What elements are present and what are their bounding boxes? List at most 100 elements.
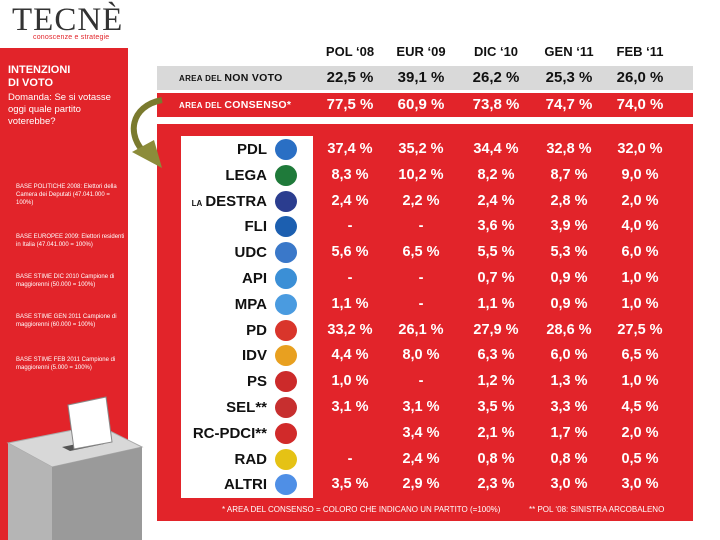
party-logo-icon [275, 164, 297, 186]
party-value: 2,3 % [477, 476, 515, 493]
party-value: 3,0 % [621, 476, 659, 493]
party-value: - [418, 295, 424, 312]
summary-value: 26,2 % [472, 69, 520, 86]
section-title-line2: DI VOTO [8, 77, 54, 89]
summary-label-prefix: AREA DEL [179, 74, 222, 83]
summary-value: 74,7 % [545, 96, 593, 113]
party-value: 1,0 % [621, 373, 659, 390]
party-value: 2,0 % [621, 424, 659, 441]
party-row: FLI [181, 214, 313, 240]
party-value: 5,5 % [477, 244, 515, 261]
party-row: LA DESTRA [181, 189, 313, 215]
party-name: PS [244, 373, 267, 390]
party-value: 2,9 % [402, 476, 440, 493]
party-value: 3,6 % [477, 218, 515, 235]
party-logo-icon [275, 242, 297, 264]
base-note-eur09: BASE EUROPEE 2009: Elettori residenti in… [16, 234, 125, 248]
party-value: - [347, 270, 353, 286]
base-note-dic10: BASE STIME DIC 2010 Campione di maggiore… [16, 274, 115, 288]
party-value: - [347, 218, 353, 235]
party-value: 28,6 % [546, 321, 592, 338]
party-value: 35,2 % [398, 141, 444, 157]
party-value: 2,4 % [402, 450, 440, 467]
party-logo-icon [275, 216, 297, 238]
party-value: 6,5 % [621, 347, 659, 364]
logo-tagline: conoscenze e strategie [33, 34, 110, 41]
party-name: IDV [239, 347, 267, 364]
party-value: - [418, 218, 424, 235]
party-value: 5,3 % [550, 244, 588, 261]
party-name-label: RC-PDCI** [192, 424, 267, 442]
party-value: - [418, 270, 424, 286]
footnote-consenso: * AREA DEL CONSENSO = COLORO CHE INDICAN… [222, 505, 501, 514]
party-row: API [181, 266, 313, 292]
party-value: 4,4 % [331, 347, 369, 364]
party-value: 4,5 % [621, 399, 659, 415]
party-value: 1,1 % [331, 295, 369, 312]
summary-value: 74,0 % [616, 96, 664, 113]
party-value: 3,5 % [331, 476, 369, 493]
party-row: PS [181, 369, 313, 395]
summary-value: 26,0 % [616, 69, 664, 86]
party-value: 8,7 % [550, 166, 588, 183]
party-logo-icon [275, 448, 297, 470]
logo-text: TECNÈ [12, 2, 124, 38]
party-logo-icon [275, 397, 297, 418]
party-name: MPA [232, 296, 267, 313]
curved-arrow-icon [130, 97, 163, 168]
party-row: RAD [181, 447, 313, 473]
party-name: LA DESTRA [192, 193, 267, 210]
party-name-label: LEGA [225, 166, 267, 184]
party-logo-icon [275, 319, 297, 341]
party-logo-icon [275, 190, 297, 212]
party-value: 6,5 % [402, 244, 440, 261]
party-value: 1,2 % [477, 373, 515, 390]
party-name-label: MPA [234, 295, 267, 313]
party-name: RAD [232, 451, 268, 468]
party-value: 1,7 % [550, 424, 588, 441]
party-name-label: FLI [244, 218, 268, 236]
summary-value: 39,1 % [397, 69, 445, 86]
party-name: RC-PDCI** [190, 425, 267, 442]
party-logo-icon [275, 371, 297, 393]
party-name: PDL [234, 141, 267, 158]
party-value: 8,3 % [331, 166, 369, 183]
party-name-label: IDV [241, 347, 267, 365]
party-value: 3,0 % [550, 476, 588, 493]
party-value: 0,9 % [550, 295, 588, 312]
party-value: - [418, 373, 424, 390]
summary-row-consenso: AREA DEL CONSENSO* 77,5 % 60,9 % 73,8 % … [157, 93, 693, 117]
party-value: 2,8 % [550, 192, 588, 209]
party-name-label: API [241, 270, 267, 287]
party-value: 3,9 % [550, 218, 588, 235]
party-name: PD [243, 322, 267, 339]
party-name-prefix: LA [191, 198, 203, 208]
party-value: 3,3 % [550, 399, 588, 415]
party-row: LEGA [181, 163, 313, 189]
party-name-label: RAD [234, 450, 268, 468]
party-value: 2,1 % [477, 424, 515, 441]
party-list: PDL LEGA LA DESTRA FLI UDC API MPA PD IDV PS SEL** R… [181, 136, 313, 498]
party-row: PD [181, 318, 313, 344]
summary-label-prefix: AREA DEL [179, 101, 222, 110]
party-value: 2,0 % [621, 192, 659, 209]
party-name: UDC [232, 244, 268, 261]
summary-label-main: CONSENSO* [224, 99, 292, 111]
party-value: 2,2 % [402, 192, 440, 209]
party-value: - [347, 450, 353, 467]
party-value: 6,3 % [477, 347, 515, 364]
section-title-line1: INTENZIONI [8, 64, 71, 76]
party-name-label: SEL** [226, 399, 267, 416]
party-value: 0,9 % [550, 270, 588, 286]
party-value: 27,5 % [617, 321, 663, 338]
party-value: 1,3 % [550, 373, 588, 390]
summary-value: 73,8 % [472, 96, 520, 113]
party-value: 8,2 % [477, 166, 515, 183]
party-value: 5,6 % [331, 244, 369, 261]
party-value: 8,0 % [402, 347, 440, 364]
ballot-box-icon [6, 396, 144, 540]
party-name-label: UDC [234, 244, 268, 262]
party-value: 4,0 % [621, 218, 659, 235]
column-header-dic10: DIC ‘10 [473, 44, 519, 59]
base-note-feb11: BASE STIME FEB 2011 Campione di maggiore… [16, 357, 116, 371]
